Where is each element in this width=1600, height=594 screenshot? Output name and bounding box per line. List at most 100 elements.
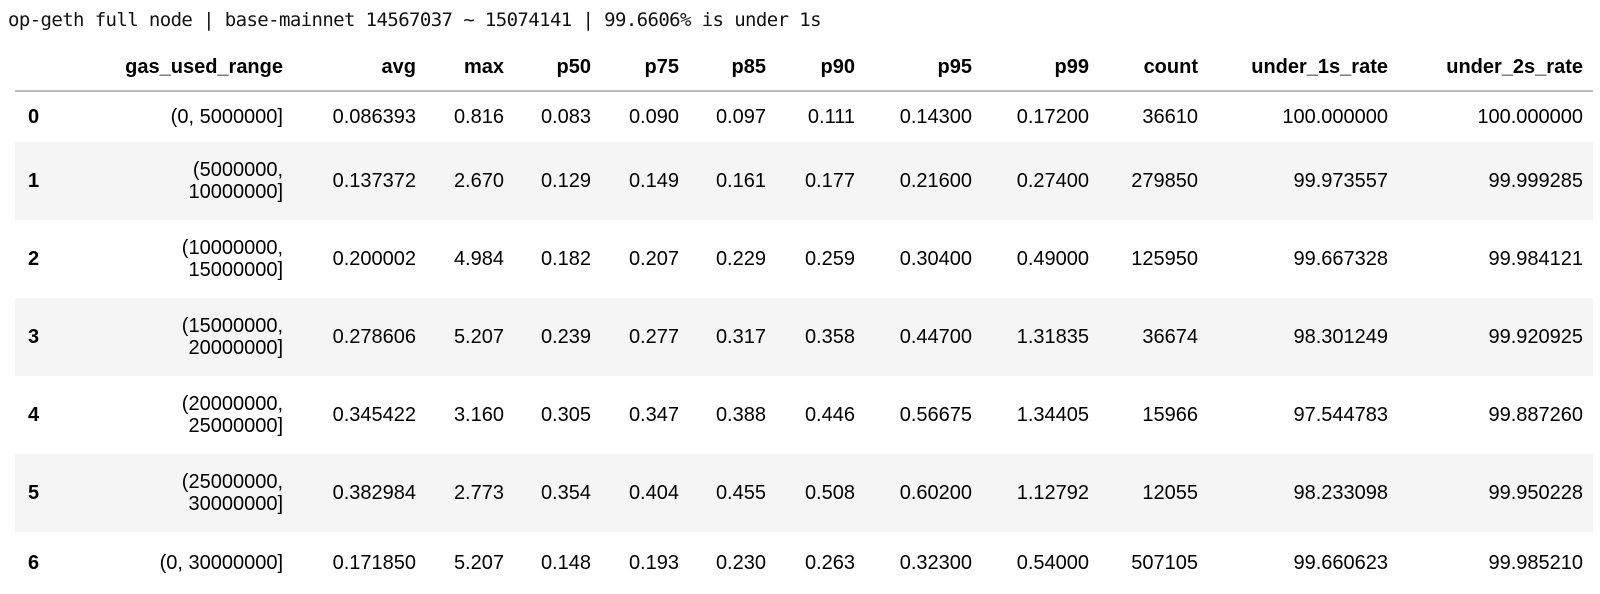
- cell-avg: 0.137372: [332, 169, 416, 192]
- cell-p99: 1.31835: [1016, 325, 1089, 348]
- cell-gas-used-range: (25000000, 30000000]: [181, 471, 283, 515]
- table-header: gas_used_range avg max p50 p75 p85 p90 p95 p99 co…: [15, 45, 1593, 92]
- cell-p95: 0.44700: [899, 325, 972, 348]
- cell-under-1s-rate: 98.301249: [1293, 325, 1388, 348]
- cell-gas-used-range: (10000000, 15000000]: [181, 237, 283, 281]
- cell-max: 2.773: [453, 481, 504, 504]
- cell-under-2s-rate: 99.920925: [1488, 325, 1583, 348]
- cell-p50: 0.354: [540, 481, 591, 504]
- cell-avg: 0.382984: [332, 481, 416, 504]
- cell-max: 0.816: [453, 105, 504, 128]
- column-header-p90: p90: [776, 45, 865, 92]
- cell-under-1s-rate: 100.000000: [1282, 105, 1388, 128]
- cell-gas-used-range: (0, 5000000]: [170, 106, 283, 128]
- cell-p90: 0.177: [804, 169, 855, 192]
- column-header-p99: p99: [982, 45, 1099, 92]
- cell-max: 5.207: [453, 551, 504, 574]
- row-index: 3: [28, 325, 40, 348]
- column-header-under-2s-rate: under_2s_rate: [1398, 45, 1593, 92]
- cell-p95: 0.21600: [899, 169, 972, 192]
- table-row: 5 (25000000, 30000000] 0.382984 2.773 0.354 0…: [15, 454, 1593, 532]
- cell-p95: 0.14300: [899, 105, 972, 128]
- cell-under-1s-rate: 99.973557: [1293, 169, 1388, 192]
- table-row: 6 (0, 30000000] 0.171850 5.207 0.148 0.193 0.2…: [15, 532, 1593, 594]
- cell-p50: 0.129: [540, 169, 591, 192]
- cell-p90: 0.358: [804, 325, 855, 348]
- output-title: op-geth full node | base-mainnet 1456703…: [8, 9, 822, 31]
- column-header-gas-used-range: gas_used_range: [60, 45, 293, 92]
- cell-p90: 0.259: [804, 247, 855, 270]
- cell-under-1s-rate: 98.233098: [1293, 481, 1388, 504]
- cell-p75: 0.207: [628, 247, 679, 270]
- dataframe-table: gas_used_range avg max p50 p75 p85 p90 p95 p99 co…: [15, 45, 1593, 594]
- cell-p99: 1.12792: [1016, 481, 1089, 504]
- table-body: 0 (0, 5000000] 0.086393 0.816 0.083 0.090 0.09…: [15, 91, 1593, 594]
- cell-gas-used-range: (15000000, 20000000]: [181, 315, 283, 359]
- cell-max: 2.670: [453, 169, 504, 192]
- cell-p75: 0.193: [628, 551, 679, 574]
- cell-p85: 0.388: [715, 403, 766, 426]
- cell-p90: 0.263: [804, 551, 855, 574]
- cell-p50: 0.182: [540, 247, 591, 270]
- row-index: 2: [28, 247, 40, 270]
- cell-count: 15966: [1142, 403, 1198, 426]
- table-row: 3 (15000000, 20000000] 0.278606 5.207 0.239 0…: [15, 298, 1593, 376]
- cell-avg: 0.345422: [332, 403, 416, 426]
- cell-avg: 0.200002: [332, 247, 416, 270]
- cell-p95: 0.56675: [899, 403, 972, 426]
- cell-p75: 0.149: [628, 169, 679, 192]
- cell-p50: 0.083: [540, 105, 591, 128]
- row-index: 5: [28, 481, 40, 504]
- cell-p50: 0.305: [540, 403, 591, 426]
- cell-under-2s-rate: 99.999285: [1488, 169, 1583, 192]
- cell-p95: 0.30400: [899, 247, 972, 270]
- column-header-p95: p95: [865, 45, 982, 92]
- row-index: 4: [28, 403, 40, 426]
- cell-gas-used-range: (0, 30000000]: [159, 552, 283, 574]
- cell-p50: 0.148: [540, 551, 591, 574]
- cell-count: 279850: [1131, 169, 1198, 192]
- cell-p99: 0.49000: [1016, 247, 1089, 270]
- cell-p75: 0.277: [628, 325, 679, 348]
- cell-avg: 0.086393: [332, 105, 416, 128]
- cell-gas-used-range: (20000000, 25000000]: [181, 393, 283, 437]
- column-header-p75: p75: [601, 45, 689, 92]
- table-row: 2 (10000000, 15000000] 0.200002 4.984 0.182 0…: [15, 220, 1593, 298]
- cell-p85: 0.161: [715, 169, 766, 192]
- table-row: 1 (5000000, 10000000] 0.137372 2.670 0.129 0.…: [15, 142, 1593, 220]
- cell-p85: 0.097: [715, 105, 766, 128]
- column-header-p85: p85: [689, 45, 776, 92]
- cell-p95: 0.32300: [899, 551, 972, 574]
- cell-avg: 0.171850: [332, 551, 416, 574]
- cell-under-1s-rate: 97.544783: [1293, 403, 1388, 426]
- cell-p90: 0.508: [804, 481, 855, 504]
- cell-p85: 0.229: [715, 247, 766, 270]
- cell-p99: 0.17200: [1016, 105, 1089, 128]
- cell-avg: 0.278606: [332, 325, 416, 348]
- cell-p95: 0.60200: [899, 481, 972, 504]
- cell-p90: 0.446: [804, 403, 855, 426]
- cell-count: 36674: [1142, 325, 1198, 348]
- cell-p90: 0.111: [807, 105, 855, 128]
- row-index: 1: [28, 169, 40, 192]
- column-header-avg: avg: [293, 45, 426, 92]
- cell-p85: 0.455: [715, 481, 766, 504]
- cell-gas-used-range: (5000000, 10000000]: [188, 159, 283, 203]
- cell-p99: 0.27400: [1016, 169, 1089, 192]
- index-header: [15, 45, 60, 92]
- cell-count: 125950: [1131, 247, 1198, 270]
- table-row: 0 (0, 5000000] 0.086393 0.816 0.083 0.090 0.09…: [15, 91, 1593, 142]
- cell-under-1s-rate: 99.660623: [1293, 551, 1388, 574]
- cell-under-2s-rate: 99.984121: [1488, 247, 1583, 270]
- cell-p75: 0.404: [628, 481, 679, 504]
- cell-p75: 0.347: [628, 403, 679, 426]
- cell-max: 5.207: [453, 325, 504, 348]
- cell-count: 507105: [1131, 551, 1198, 574]
- table-row: 4 (20000000, 25000000] 0.345422 3.160 0.305 0…: [15, 376, 1593, 454]
- cell-under-2s-rate: 99.985210: [1488, 551, 1583, 574]
- cell-max: 3.160: [453, 403, 504, 426]
- column-header-p50: p50: [514, 45, 601, 92]
- cell-p85: 0.230: [715, 551, 766, 574]
- cell-p85: 0.317: [715, 325, 766, 348]
- row-index: 6: [28, 551, 40, 574]
